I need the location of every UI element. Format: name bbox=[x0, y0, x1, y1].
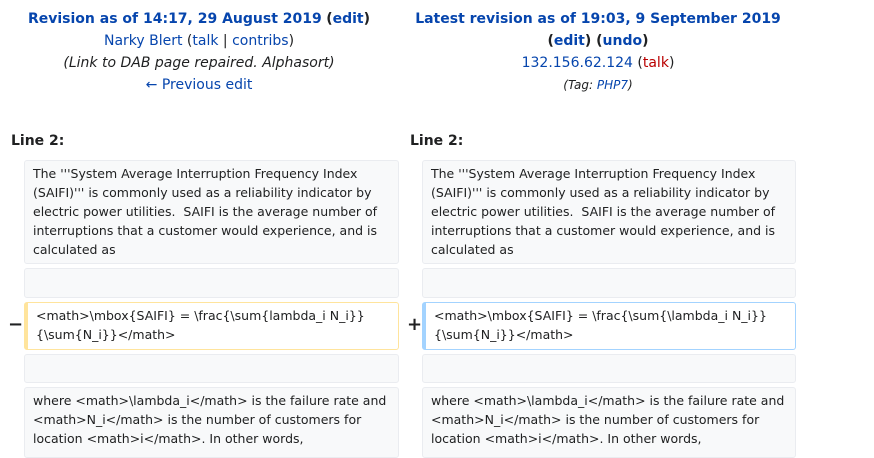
line-number-right: Line 2: bbox=[410, 133, 464, 149]
line-number-left: Line 2: bbox=[11, 133, 65, 149]
old-user-link[interactable]: Narky Blert bbox=[103, 33, 183, 49]
tag-label: Tag: bbox=[567, 78, 594, 92]
new-ip-talk-link[interactable]: talk bbox=[642, 55, 669, 71]
new-revision-link[interactable]: Latest revision as of 19:03, 9 September… bbox=[415, 11, 781, 27]
new-revision-header: Latest revision as of 19:03, 9 September… bbox=[415, 11, 781, 92]
context-cell-left: The '''System Average Interruption Frequ… bbox=[24, 160, 399, 264]
added-line-cell: <math>\mbox{SAIFI} = \frac{\sum{\lambda_… bbox=[422, 302, 796, 350]
old-user-contribs-link[interactable]: contribs bbox=[232, 33, 289, 49]
old-edit-summary: (Link to DAB page repaired. Alphasort) bbox=[63, 55, 335, 71]
empty-context-cell-left bbox=[24, 268, 399, 298]
empty-context-cell-right bbox=[422, 268, 796, 298]
old-revision-header: Revision as of 14:17, 29 August 2019 (ed… bbox=[0, 8, 398, 96]
old-user-talk-link[interactable]: talk bbox=[192, 33, 219, 49]
context-cell-right-2: where <math>\lambda_i</math> is the fail… bbox=[422, 387, 796, 458]
old-edit-link[interactable]: edit bbox=[332, 11, 364, 27]
new-ip-link[interactable]: 132.156.62.124 bbox=[521, 55, 633, 71]
old-revision-link[interactable]: Revision as of 14:17, 29 August 2019 bbox=[27, 11, 322, 27]
previous-edit-link[interactable]: ← Previous edit bbox=[145, 77, 253, 93]
added-line-marker: + bbox=[407, 314, 423, 335]
context-cell-right: The '''System Average Interruption Frequ… bbox=[422, 160, 796, 264]
deleted-line-marker: − bbox=[8, 314, 24, 335]
deleted-line-cell: <math>\mbox{SAIFI} = \frac{\sum{lambda_i… bbox=[24, 302, 399, 350]
context-cell-left-2: where <math>\lambda_i</math> is the fail… bbox=[24, 387, 399, 458]
new-edit-link[interactable]: edit bbox=[553, 33, 585, 49]
tag-link[interactable]: PHP7 bbox=[596, 78, 629, 92]
undo-link[interactable]: undo bbox=[602, 33, 643, 49]
empty-context-cell-right-2 bbox=[422, 354, 796, 383]
empty-context-cell-left-2 bbox=[24, 354, 399, 383]
